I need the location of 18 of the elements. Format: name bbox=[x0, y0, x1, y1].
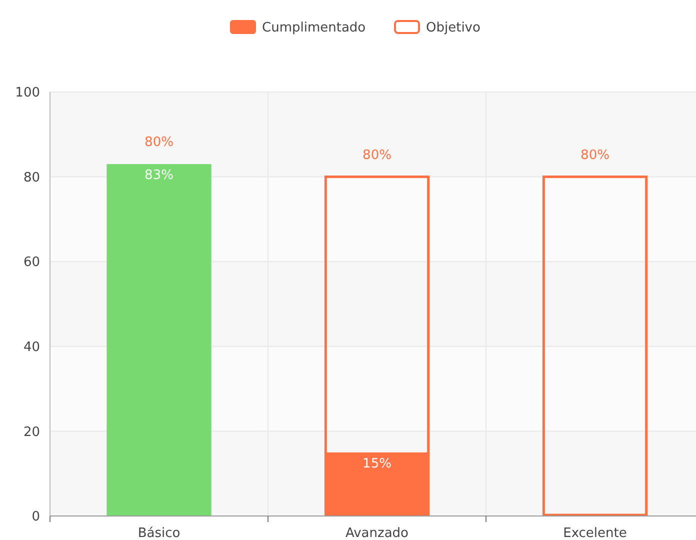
legend-label: Cumplimentado bbox=[262, 20, 366, 36]
text: 80% bbox=[144, 135, 174, 150]
y-tick-label: 60 bbox=[23, 255, 40, 270]
bar bbox=[106, 164, 212, 516]
x-tick-label: Excelente bbox=[563, 526, 627, 540]
y-tick-label: 20 bbox=[23, 424, 40, 440]
bar bbox=[542, 176, 648, 516]
y-tick-label: 0 bbox=[32, 510, 40, 525]
legend-label: Objetivo bbox=[426, 20, 480, 36]
y-tick-label: 80 bbox=[23, 170, 40, 186]
y-tick-label: 40 bbox=[23, 340, 40, 355]
data-label: 80% bbox=[580, 148, 610, 163]
data-label: 80% bbox=[362, 148, 392, 163]
x-tick-label: Básico bbox=[138, 526, 180, 540]
y-tick-label: 100 bbox=[15, 86, 40, 101]
data-label: 15% bbox=[362, 456, 392, 472]
data-label: 83% bbox=[144, 168, 174, 184]
x-tick-label: Avanzado bbox=[345, 526, 409, 540]
